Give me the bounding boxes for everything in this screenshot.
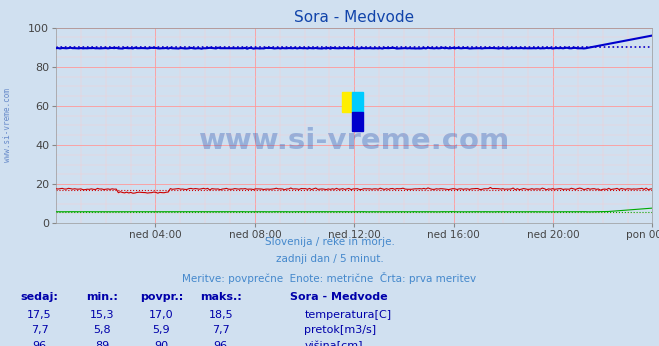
Text: 90: 90 [154, 341, 169, 346]
Text: 15,3: 15,3 [90, 310, 115, 320]
Bar [341, 92, 353, 112]
Text: zadnji dan / 5 minut.: zadnji dan / 5 minut. [275, 254, 384, 264]
Text: 17,0: 17,0 [149, 310, 174, 320]
Text: sedaj:: sedaj: [20, 292, 59, 302]
Bar [353, 92, 363, 112]
Text: 5,9: 5,9 [153, 325, 170, 335]
Text: višina[cm]: višina[cm] [304, 341, 363, 346]
Text: Sora - Medvode: Sora - Medvode [290, 292, 387, 302]
Text: 7,7: 7,7 [31, 325, 48, 335]
Text: Slovenija / reke in morje.: Slovenija / reke in morje. [264, 237, 395, 247]
Text: pretok[m3/s]: pretok[m3/s] [304, 325, 376, 335]
Text: povpr.:: povpr.: [140, 292, 183, 302]
Text: maks.:: maks.: [200, 292, 242, 302]
Text: Meritve: povprečne  Enote: metrične  Črta: prva meritev: Meritve: povprečne Enote: metrične Črta:… [183, 272, 476, 284]
Text: www.si-vreme.com: www.si-vreme.com [198, 127, 510, 155]
Text: min.:: min.: [86, 292, 118, 302]
Text: 5,8: 5,8 [94, 325, 111, 335]
Title: Sora - Medvode: Sora - Medvode [294, 10, 415, 25]
Bar [353, 112, 363, 131]
Text: 17,5: 17,5 [27, 310, 52, 320]
Text: www.si-vreme.com: www.si-vreme.com [3, 88, 13, 162]
Text: 89: 89 [95, 341, 109, 346]
Text: 7,7: 7,7 [212, 325, 229, 335]
Text: 96: 96 [214, 341, 228, 346]
Text: 18,5: 18,5 [208, 310, 233, 320]
Text: temperatura[C]: temperatura[C] [304, 310, 391, 320]
Text: 96: 96 [32, 341, 47, 346]
